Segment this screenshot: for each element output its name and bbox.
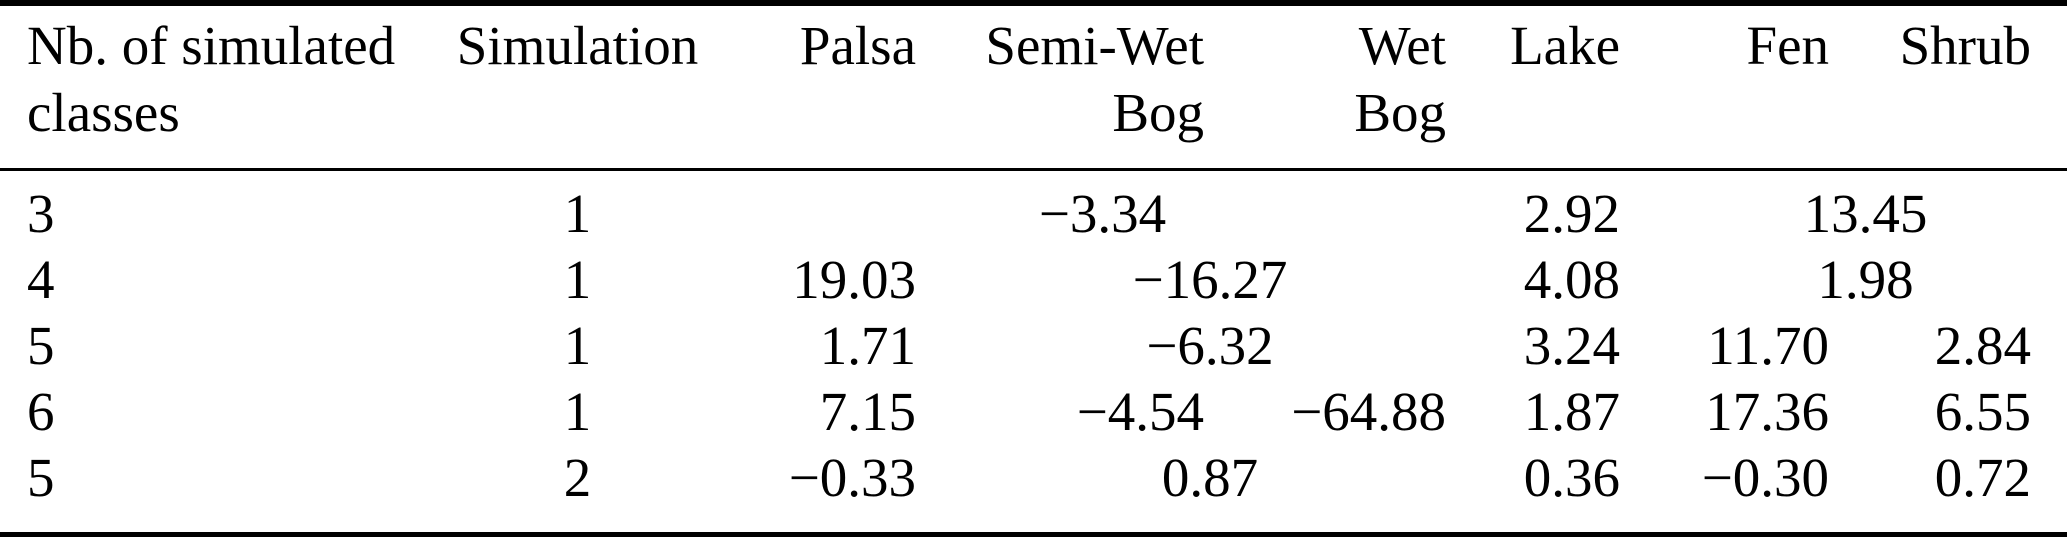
- cell-simulation: 1: [563, 381, 592, 442]
- cell-classes: 5: [27, 315, 55, 376]
- cell-lake: 2.92: [1523, 183, 1620, 244]
- cell-fen: 11.70: [1707, 315, 1829, 376]
- table-header: Nb. of simulated classes Simulation Palsa Se…: [0, 3, 2067, 170]
- cell-lake: 1.87: [1523, 381, 1620, 442]
- cell-wet-bog: −64.88: [1291, 381, 1446, 442]
- cell-lake: 0.36: [1523, 447, 1620, 508]
- table-row: 6 1 7.15 −4.54 −64.88 1.87 17.36 6.55: [0, 379, 2067, 445]
- merged-cell-palsa: −3.34: [1038, 183, 1167, 244]
- cell-shrub: 0.72: [1934, 447, 2031, 508]
- cell-fen: 17.36: [1705, 381, 1829, 442]
- cell-classes: 4: [27, 249, 55, 310]
- table-row: 4 1 19.03 −16.27 4.08 1.98: [0, 247, 2067, 313]
- cell-semi-wet-bog: −4.54: [1076, 381, 1204, 442]
- cell-fen: −0.30: [1701, 447, 1829, 508]
- merged-cell-semi-wet-bog: 0.87: [1161, 447, 1259, 508]
- cell-lake: 4.08: [1523, 249, 1620, 310]
- column-header-wet-bog: Wet Bog: [1354, 15, 1446, 143]
- column-header-classes: Nb. of simulated classes: [27, 15, 396, 143]
- table-row: 5 1 1.71 −6.32 3.24 11.70 2.84: [0, 313, 2067, 379]
- cell-classes: 3: [27, 183, 55, 244]
- cell-simulation: 1: [563, 183, 592, 244]
- cell-shrub: 6.55: [1934, 381, 2031, 442]
- column-header-lake: Lake: [1510, 15, 1620, 76]
- table-row: 5 2 −0.33 0.87 0.36 −0.30 0.72: [0, 445, 2067, 535]
- merged-cell-fen: 13.45: [1803, 183, 1928, 244]
- table-body: 3 1 −3.34 2.92 13.45 4 1 19.03 −16.27 4.08 1.98 5 1 1…: [0, 170, 2067, 535]
- cell-lake: 3.24: [1523, 315, 1620, 376]
- column-header-palsa: Palsa: [799, 15, 916, 76]
- column-header-fen: Fen: [1746, 15, 1830, 76]
- cell-simulation: 1: [563, 249, 592, 310]
- cell-simulation: 2: [563, 447, 592, 508]
- cell-palsa: 7.15: [819, 381, 916, 442]
- header-row: Nb. of simulated classes Simulation Palsa Se…: [0, 3, 2067, 170]
- merged-cell-semi-wet-bog: −6.32: [1146, 315, 1274, 376]
- cell-simulation: 1: [563, 315, 592, 376]
- cell-palsa: −0.33: [788, 447, 916, 508]
- cell-palsa: 1.71: [819, 315, 916, 376]
- column-header-shrub: Shrub: [1899, 15, 2031, 76]
- merged-cell-semi-wet-bog: −16.27: [1132, 249, 1288, 310]
- cell-classes: 5: [27, 447, 55, 508]
- column-header-simulation: Simulation: [456, 15, 699, 76]
- cell-classes: 6: [27, 381, 55, 442]
- cell-shrub: 2.84: [1934, 315, 2031, 376]
- column-header-semi-wet-bog: Semi-Wet Bog: [985, 15, 1204, 143]
- table-row: 3 1 −3.34 2.92 13.45: [0, 170, 2067, 248]
- cell-palsa: 19.03: [792, 249, 916, 310]
- merged-cell-fen: 1.98: [1817, 249, 1914, 310]
